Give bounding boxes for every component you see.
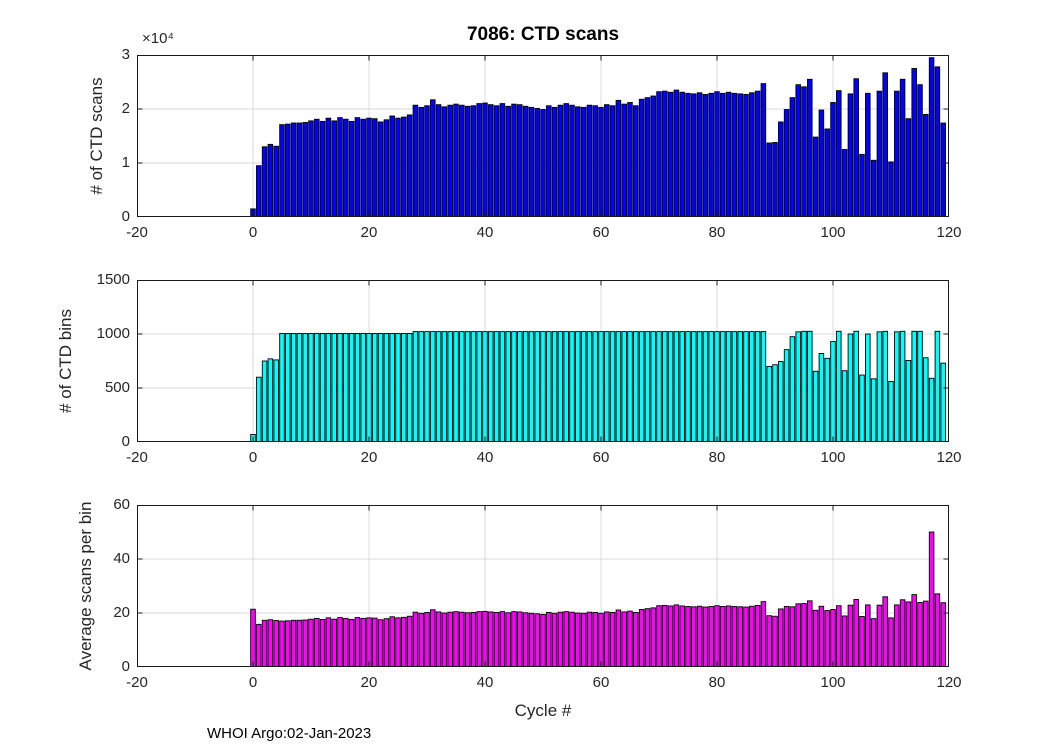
y-tick-label: 1 — [121, 154, 130, 171]
x-tick-label: -20 — [126, 674, 148, 691]
x-tick-label: 20 — [360, 449, 378, 466]
x-tick-label: 80 — [708, 224, 726, 241]
footer-annotation: WHOI Argo:02-Jan-2023 — [207, 725, 372, 742]
x-tick-label: 80 — [708, 674, 726, 691]
x-tick-label: 80 — [708, 449, 726, 466]
x-tick-label: 100 — [820, 449, 846, 466]
x-tick-label: -20 — [126, 224, 148, 241]
x-tick-label: 100 — [820, 674, 846, 691]
ctd-bins-plot — [137, 280, 949, 442]
y-tick-label: 40 — [113, 550, 130, 567]
x-tick-label: 100 — [820, 224, 846, 241]
x-tick-label: 40 — [476, 449, 494, 466]
y-tick-label: 0 — [121, 433, 130, 450]
x-tick-label: 0 — [248, 674, 258, 691]
average-scans-plot — [137, 505, 949, 667]
x-tick-label: 60 — [592, 674, 610, 691]
x-tick-label: 20 — [360, 674, 378, 691]
x-tick-label: 0 — [248, 224, 258, 241]
y-tick-label: 1000 — [96, 325, 130, 342]
x-tick-label: 120 — [936, 449, 962, 466]
y-tick-label: 0 — [121, 208, 130, 225]
y-tick-label: 500 — [104, 379, 130, 396]
y-tick-label: 20 — [113, 604, 130, 621]
y-axis-label-ctd-scans: # of CTD scans — [87, 77, 106, 195]
y-tick-label: 60 — [113, 496, 130, 513]
x-tick-label: 120 — [936, 224, 962, 241]
x-tick-label: 20 — [360, 224, 378, 241]
y-tick-label: 2 — [121, 100, 130, 117]
ctd-scans-plot — [137, 55, 949, 217]
x-tick-label: -20 — [126, 449, 148, 466]
x-tick-label: 60 — [592, 449, 610, 466]
x-tick-label: 40 — [476, 224, 494, 241]
x-axis-title: Cycle # — [514, 701, 572, 720]
y-tick-label: 1500 — [96, 271, 130, 288]
y-axis-label-average-scans: Average scans per bin — [76, 501, 95, 671]
y-tick-label: 0 — [121, 658, 130, 675]
y-axis-label-ctd-bins: # of CTD bins — [56, 309, 75, 413]
figure-title: 7086: CTD scans — [466, 24, 620, 45]
y-tick-label: 3 — [121, 46, 130, 63]
x-tick-label: 120 — [936, 674, 962, 691]
x-tick-label: 0 — [248, 449, 258, 466]
x-tick-label: 60 — [592, 224, 610, 241]
x-tick-label: 40 — [476, 674, 494, 691]
y-axis-exponent: ×10⁴ — [142, 30, 174, 47]
